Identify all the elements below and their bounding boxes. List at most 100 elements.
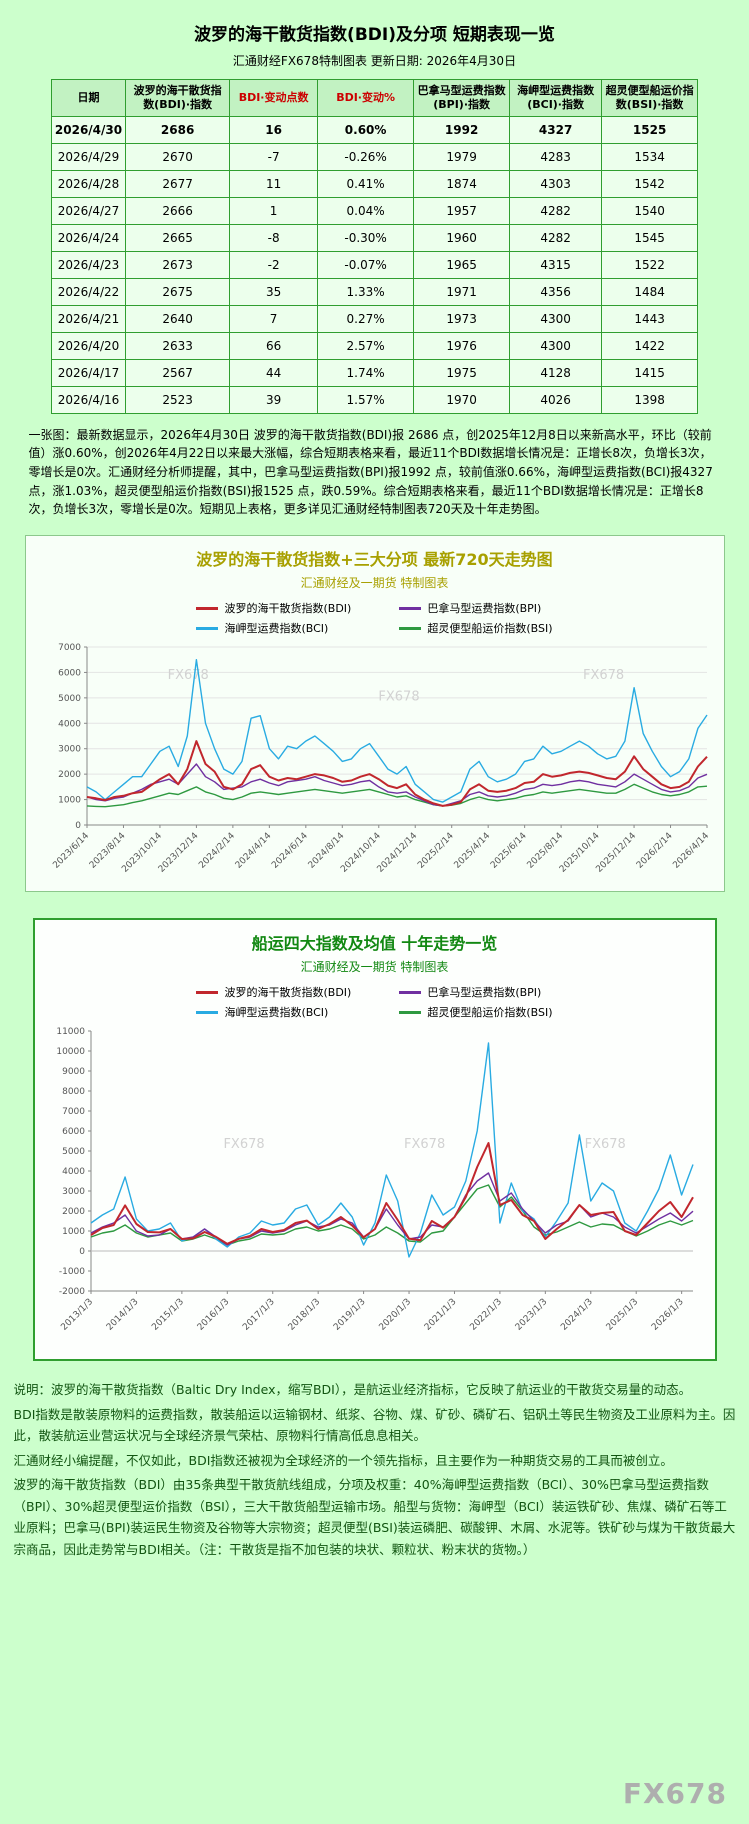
svg-text:1000: 1000	[58, 796, 81, 806]
table-row: 2026/4/20 2633 66 2.57% 1976 4300 1422	[50, 331, 699, 360]
table-cell: 4327	[509, 115, 603, 144]
legend-item: 波罗的海干散货指数(BDI)	[196, 984, 351, 1000]
table-cell: 2675	[125, 277, 231, 306]
table-cell: 1443	[601, 304, 699, 333]
table-cell: 1971	[413, 277, 511, 306]
table-cell: 2026/4/22	[50, 277, 127, 306]
svg-text:10000: 10000	[56, 1047, 85, 1057]
table-cell: 2026/4/30	[50, 115, 127, 144]
svg-text:2023/1/3: 2023/1/3	[513, 1297, 549, 1333]
legend-item: 海岬型运费指数(BCI)	[196, 620, 351, 636]
svg-text:FX678: FX678	[583, 668, 624, 683]
table-cell: 44	[229, 358, 319, 387]
svg-text:FX678: FX678	[584, 1137, 625, 1152]
column-header: 超灵便型船运价指数(BSI)·指数	[601, 79, 699, 117]
table-row: 2026/4/17 2567 44 1.74% 1975 4128 1415	[50, 358, 699, 387]
table-cell: 2666	[125, 196, 231, 225]
legend-label: 超灵便型船运价指数(BSI)	[427, 622, 553, 636]
svg-text:2019/1/3: 2019/1/3	[332, 1297, 368, 1333]
legend-label: 海岬型运费指数(BCI)	[224, 1006, 329, 1020]
svg-text:4000: 4000	[58, 719, 81, 729]
svg-text:-2000: -2000	[58, 1287, 84, 1297]
table-cell: 1874	[413, 169, 511, 198]
table-row: 2026/4/27 2666 1 0.04% 1957 4282 1540	[50, 196, 699, 225]
page-title: 波罗的海干散货指数(BDI)及分项 短期表现一览	[194, 25, 555, 45]
table-cell: 1398	[601, 385, 699, 414]
legend-line-swatch	[399, 606, 422, 610]
svg-text:5000: 5000	[58, 694, 81, 704]
chart-10y-section: 船运四大指数及均值 十年走势一览 汇通财经及一期货 特制图表 波罗的海干散货指数…	[32, 918, 717, 1362]
chart-720-section: 波罗的海干散货指数+三大分项 最新720天走势图 汇通财经及一期货 特制图表 波…	[24, 535, 725, 893]
svg-text:7000: 7000	[58, 643, 81, 653]
svg-text:FX678: FX678	[223, 1137, 264, 1152]
table-cell: 4282	[509, 223, 603, 252]
table-cell: 11	[229, 169, 319, 198]
table-cell: 4283	[509, 142, 603, 171]
table-cell: 1.74%	[317, 358, 415, 387]
explanation-paragraph: BDI指数是散装原物料的运费指数，散装船运以运输钢材、纸浆、谷物、煤、矿砂、磷矿…	[13, 1406, 736, 1444]
svg-text:2025/1/3: 2025/1/3	[604, 1297, 640, 1333]
table-cell: 2026/4/24	[50, 223, 127, 252]
table-cell: 4282	[509, 196, 603, 225]
svg-text:2000: 2000	[62, 1207, 85, 1217]
legend-label: 超灵便型船运价指数(BSI)	[427, 1006, 553, 1020]
table-row: 2026/4/29 2670 -7 -0.26% 1979 4283 1534	[50, 142, 699, 171]
column-header: BDI·变动点数	[229, 79, 319, 117]
svg-text:0: 0	[79, 1247, 85, 1257]
svg-text:9000: 9000	[62, 1067, 85, 1077]
table-cell: 0.27%	[317, 304, 415, 333]
legend-item: 巴拿马型运费指数(BPI)	[399, 600, 552, 616]
table-cell: 2026/4/20	[50, 331, 127, 360]
svg-text:FX678: FX678	[167, 668, 208, 683]
table-row: 2026/4/16 2523 39 1.57% 1970 4026 1398	[50, 385, 699, 414]
svg-text:3000: 3000	[58, 745, 81, 755]
svg-text:2024/2/14: 2024/2/14	[197, 831, 237, 871]
table-cell: 0.04%	[317, 196, 415, 225]
column-header: 海岬型运费指数(BCI)·指数	[509, 79, 603, 117]
table-cell: 2026/4/28	[50, 169, 127, 198]
table-cell: 4128	[509, 358, 603, 387]
legend-item: 超灵便型船运价指数(BSI)	[399, 620, 553, 636]
table-cell: 1992	[413, 115, 511, 144]
table-cell: 2026/4/27	[50, 196, 127, 225]
legend-label: 波罗的海干散货指数(BDI)	[224, 602, 352, 616]
explanation-paragraph: 说明：波罗的海干散货指数（Baltic Dry Index，缩写BDI），是航运…	[13, 1382, 692, 1398]
svg-text:2015/1/3: 2015/1/3	[150, 1297, 186, 1333]
table-cell: 1522	[601, 250, 699, 279]
table-cell: 1545	[601, 223, 699, 252]
table-cell: 1976	[413, 331, 511, 360]
legend-label: 巴拿马型运费指数(BPI)	[427, 986, 542, 1000]
table-cell: -8	[229, 223, 319, 252]
table-cell: 2686	[125, 115, 231, 144]
svg-text:2018/1/3: 2018/1/3	[286, 1297, 322, 1333]
column-header: 巴拿马型运费指数(BPI)·指数	[413, 79, 511, 117]
legend-item: 波罗的海干散货指数(BDI)	[196, 600, 351, 616]
svg-text:2017/1/3: 2017/1/3	[241, 1297, 277, 1333]
table-cell: 1960	[413, 223, 511, 252]
table-row: 2026/4/23 2673 -2 -0.07% 1965 4315 1522	[50, 250, 699, 279]
table-cell: 1957	[413, 196, 511, 225]
explanation-text: 说明：波罗的海干散货指数（Baltic Dry Index，缩写BDI），是航运…	[14, 1379, 736, 1560]
chart-720-title: 波罗的海干散货指数+三大分项 最新720天走势图	[196, 550, 553, 570]
trend-chart-720-svg: 010002000300040005000600070002023/6/1420…	[51, 643, 711, 875]
chart-720-legend: 波罗的海干散货指数(BDI) 巴拿马型运费指数(BPI) 海岬型运费指数(BCI) 超…	[26, 600, 724, 636]
table-cell: 7	[229, 304, 319, 333]
table-cell: 39	[229, 385, 319, 414]
update-info: 汇通财经FX678特制图表 更新日期: 2026年4月30日	[232, 54, 517, 68]
legend-item: 巴拿马型运费指数(BPI)	[399, 984, 552, 1000]
table-cell: 0.41%	[317, 169, 415, 198]
legend-line-swatch	[196, 626, 219, 630]
table-cell: 1.57%	[317, 385, 415, 414]
table-header-row: 日期 波罗的海干散货指数(BDI)·指数 BDI·变动点数 BDI·变动% 巴拿马型运费…	[50, 79, 699, 117]
svg-text:2025/8/14: 2025/8/14	[525, 831, 565, 871]
explanation-paragraph: 汇通财经小编提醒，不仅如此，BDI指数还被视为全球经济的一个领先指标，且主要作为…	[13, 1452, 673, 1468]
table-cell: 1979	[413, 142, 511, 171]
summary-note: 一张图：最新数据显示，2026年4月30日 波罗的海干散货指数(BDI)报 26…	[28, 427, 713, 517]
svg-text:2022/1/3: 2022/1/3	[468, 1297, 504, 1333]
table-cell: 1973	[413, 304, 511, 333]
svg-text:11000: 11000	[56, 1027, 85, 1037]
chart-720-subtitle: 汇通财经及一期货 特制图表	[300, 576, 449, 591]
table-cell: 35	[229, 277, 319, 306]
table-cell: 2026/4/21	[50, 304, 127, 333]
